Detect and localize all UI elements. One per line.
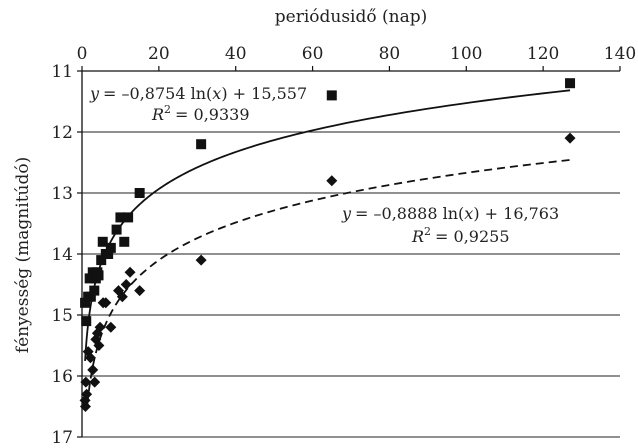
point-square-22 [565,78,576,89]
trendline-1-equation-main: = –0,8754 ln( [103,84,212,103]
point-square-14 [105,242,116,253]
point-diamond-1 [79,401,91,412]
trendline-1-r2-value: = 0,9339 [175,105,249,124]
point-diamond-19 [134,285,146,297]
point-diamond-3 [81,388,93,400]
point-diamond-21 [326,175,338,187]
point-square-3 [84,273,95,284]
x-axis-title: periódusidő (nap) [275,7,428,27]
x-tick-label-100: 100 [450,44,482,64]
x-tick-label-40: 40 [225,44,247,64]
point-diamond-22 [564,132,576,144]
point-square-21 [326,90,337,101]
y-tick-label-12: 12 [51,123,73,143]
trendline-2-r2-exp: 2 [424,225,431,238]
trendline-2-equation-x: x [464,204,473,223]
point-diamond-2 [80,376,92,388]
point-diamond-7 [89,376,101,388]
trendline-2-r2-var: R [411,227,424,246]
x-tick-label-0: 0 [77,44,88,64]
trendline-1-r2-exp: 2 [164,103,171,116]
point-diamond-5 [84,352,96,364]
point-square-9 [93,270,104,281]
point-square-6 [89,285,100,296]
trendline-2-equation-tail: ) + 16,763 [473,204,559,223]
point-diamond-14 [105,321,117,333]
trendline-2-equation: y = –0,8888 ln(x) + 16,763 [341,204,559,223]
point-diamond-16 [116,291,128,303]
y-tick-label-11: 11 [51,62,73,82]
y-tick-label-13: 13 [51,184,73,204]
trendline-1-r2: R2 = 0,9339 [151,103,250,124]
trendline-1-equation: y = –0,8754 ln(x) + 15,557 [89,84,307,103]
point-square-20 [196,139,207,150]
point-square-19 [134,188,145,198]
x-tick-label-120: 120 [527,44,559,64]
gridlines [82,131,620,438]
point-square-15 [111,224,122,235]
x-tick-label-140: 140 [604,44,636,64]
trendline-2 [86,159,571,405]
y-tick-label-15: 15 [51,306,73,326]
trendline-2-equation-main: = –0,8888 ln( [355,204,464,223]
x-tick-label-80: 80 [379,44,401,64]
point-square-0 [80,297,91,308]
trendline-2-equation-y: y [341,204,352,223]
x-tick-label-60: 60 [302,44,324,64]
x-tick-label-20: 20 [148,44,170,64]
y-tick-label-17: 17 [51,428,73,448]
trendline-1 [84,89,571,361]
point-square-10 [96,255,107,266]
trendline-1-equation-x: x [212,84,221,103]
point-square-4 [85,291,96,302]
point-diamond-6 [87,364,99,376]
point-diamond-10 [93,340,105,351]
trendline-2-r2: R2 = 0,9255 [411,225,510,246]
point-diamond-18 [124,266,136,278]
trendline-1-equation-tail: ) + 15,557 [221,84,307,103]
axes [77,66,621,438]
data-points [79,78,576,412]
y-tick-label-16: 16 [51,367,73,387]
trendline-1-equation-y: y [89,84,100,103]
y-axis-title: fényesség (magnitúdó) [13,157,33,353]
point-diamond-11 [94,321,106,333]
point-square-16 [115,212,126,223]
trendline-2-r2-value: = 0,9255 [435,227,509,246]
tick-labels: 0 20 40 60 80 100 120 140 11 12 13 14 15 16 17 [51,44,636,448]
point-square-18 [123,212,134,223]
point-diamond-17 [120,279,132,290]
point-square-11 [97,236,108,247]
point-square-1 [81,316,92,327]
trendline-1-r2-var: R [151,105,164,124]
trendlines [84,89,571,405]
point-diamond-20 [195,254,207,266]
point-diamond-13 [100,297,112,309]
y-tick-label-14: 14 [51,245,73,265]
point-square-13 [103,249,114,259]
point-square-17 [119,236,130,247]
